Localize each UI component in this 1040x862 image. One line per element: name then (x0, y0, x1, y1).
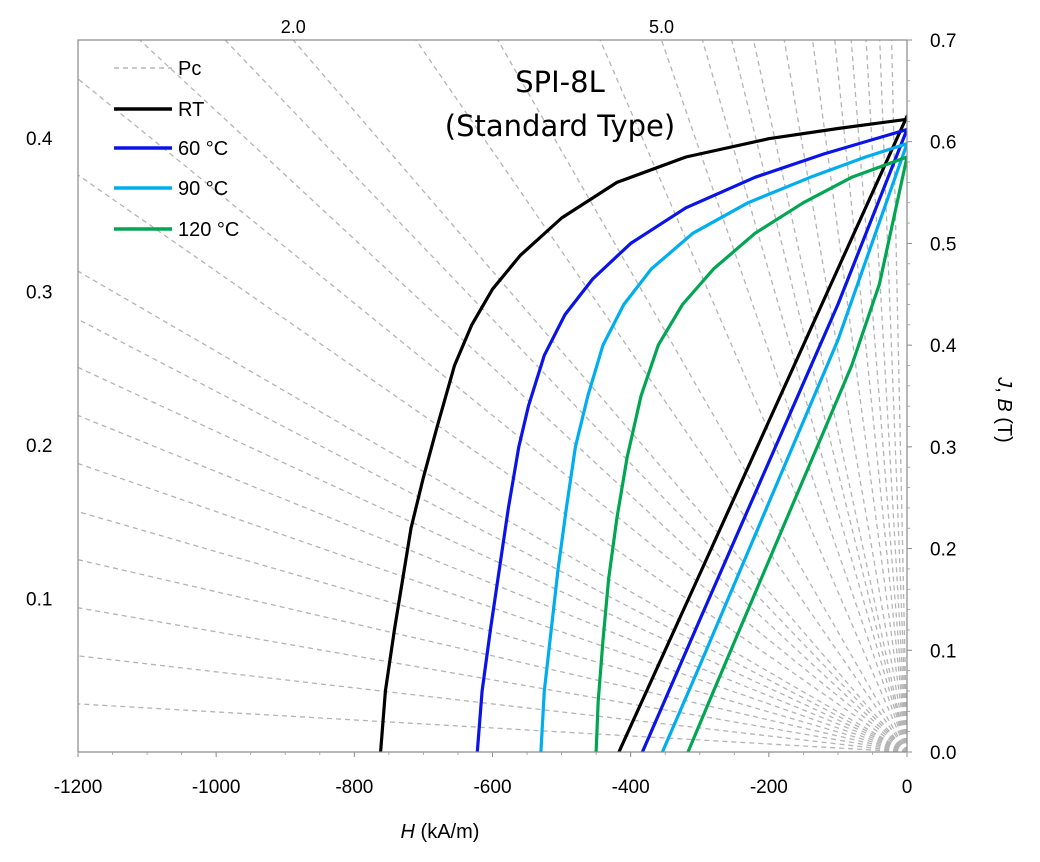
pc-line-minor-18 (865, 40, 907, 752)
pc-line-minor-4 (78, 174, 907, 752)
pc-line-minor-1 (78, 655, 907, 752)
y-right-tick-label: 0.3 (930, 438, 956, 459)
pc-line-minor-7 (224, 40, 907, 752)
y-axis-title-j: J (993, 376, 1015, 388)
y-left-tick-label: 0.2 (26, 436, 52, 457)
pc-label-2-0: 2.0 (281, 17, 306, 37)
y-right-tick-label: 0.1 (930, 641, 956, 662)
pc-line-minor-9 (497, 40, 907, 752)
x-axis-title-unit: (kA/m) (415, 821, 479, 843)
pc-line-minor-17 (850, 40, 907, 752)
legend-label-1: RT (178, 99, 204, 121)
pc-line-minor-0 (78, 703, 907, 752)
pc-line-minor-14 (783, 40, 907, 752)
pc-line-0-9 (78, 318, 907, 752)
pc-line-minor-12 (730, 40, 907, 752)
chart-subtitle: (Standard Type) (445, 109, 675, 143)
x-tick-label: -600 (473, 777, 511, 798)
y-right-tick-label: 0.6 (930, 133, 956, 154)
curve-b-1 (640, 127, 907, 752)
pc-labels-group: 0.50.60.70.80.91.02.05.0 (281, 17, 674, 37)
pc-line-0-7 (78, 414, 907, 752)
y-axis-title-unit: (T) (993, 412, 1015, 443)
legend-label-2: 60 °C (178, 138, 228, 160)
x-tick-label: -800 (335, 777, 373, 798)
pc-line-minor-20 (891, 40, 907, 752)
chart-title: SPI-8L (515, 65, 605, 99)
x-tick-label: -200 (750, 777, 788, 798)
legend-label-4: 120 °C (178, 219, 239, 241)
pc-line-minor-3 (78, 559, 907, 752)
y-axis-title-b: B (993, 398, 1015, 411)
y-right-tick-label: 0.5 (930, 234, 956, 255)
y-right-tick-label: 0.0 (930, 743, 956, 764)
x-tick-label: -1000 (192, 777, 241, 798)
pc-line-0-6 (78, 462, 907, 752)
legend-label-3: 90 °C (178, 178, 228, 200)
x-tick-label: -400 (612, 777, 650, 798)
curves-group (379, 114, 907, 752)
pc-line-minor-8 (415, 40, 907, 752)
y-left-tick-label: 0.3 (26, 282, 52, 303)
pc-line-minor-11 (701, 40, 907, 752)
curve-j-2 (539, 142, 907, 752)
curve-j-0 (379, 117, 907, 752)
legend-label-0: Pc (178, 58, 201, 80)
y-right-tick-label: 0.2 (930, 540, 956, 561)
pc-line-minor-19 (879, 40, 907, 752)
pc-line-minor-13 (752, 40, 907, 752)
pc-line-0-5 (78, 510, 907, 752)
curve-b-0 (617, 114, 907, 752)
curve-j-3 (594, 155, 907, 752)
x-axis-title: H (kA/m) (401, 821, 480, 843)
pc-line-minor-2 (78, 607, 907, 752)
pc-line-2-0 (292, 40, 907, 752)
curve-j-1 (475, 127, 907, 752)
pc-line-minor-15 (811, 40, 907, 752)
axes-group: -1200 -1000 -800 -600 -400 -200 0 0.0 0.1 0.2 0.3 0… (26, 31, 957, 798)
pc-line-1-0 (78, 270, 907, 752)
pc-line-minor-5 (78, 78, 907, 752)
legend: Pc RT 60 °C 90 °C 120 °C (114, 58, 239, 241)
curve-b-2 (660, 142, 907, 752)
pc-label-5-0: 5.0 (649, 17, 674, 37)
x-axis-title-symbol: H (401, 821, 416, 843)
y-left-tick-label: 0.1 (26, 589, 52, 610)
curve-b-3 (686, 155, 907, 752)
pc-line-minor-6 (138, 40, 907, 752)
y-axis-title: J, B (T) (993, 376, 1015, 443)
y-left-tick-label: 0.4 (26, 129, 53, 150)
y-right-tick-label: 0.4 (930, 336, 957, 357)
y-axis-title-sep: , (993, 387, 1015, 398)
y-right-tick-label: 0.7 (930, 31, 956, 52)
x-tick-label: 0 (902, 777, 913, 798)
x-tick-label: -1200 (54, 777, 103, 798)
pc-line-minor-16 (834, 40, 907, 752)
